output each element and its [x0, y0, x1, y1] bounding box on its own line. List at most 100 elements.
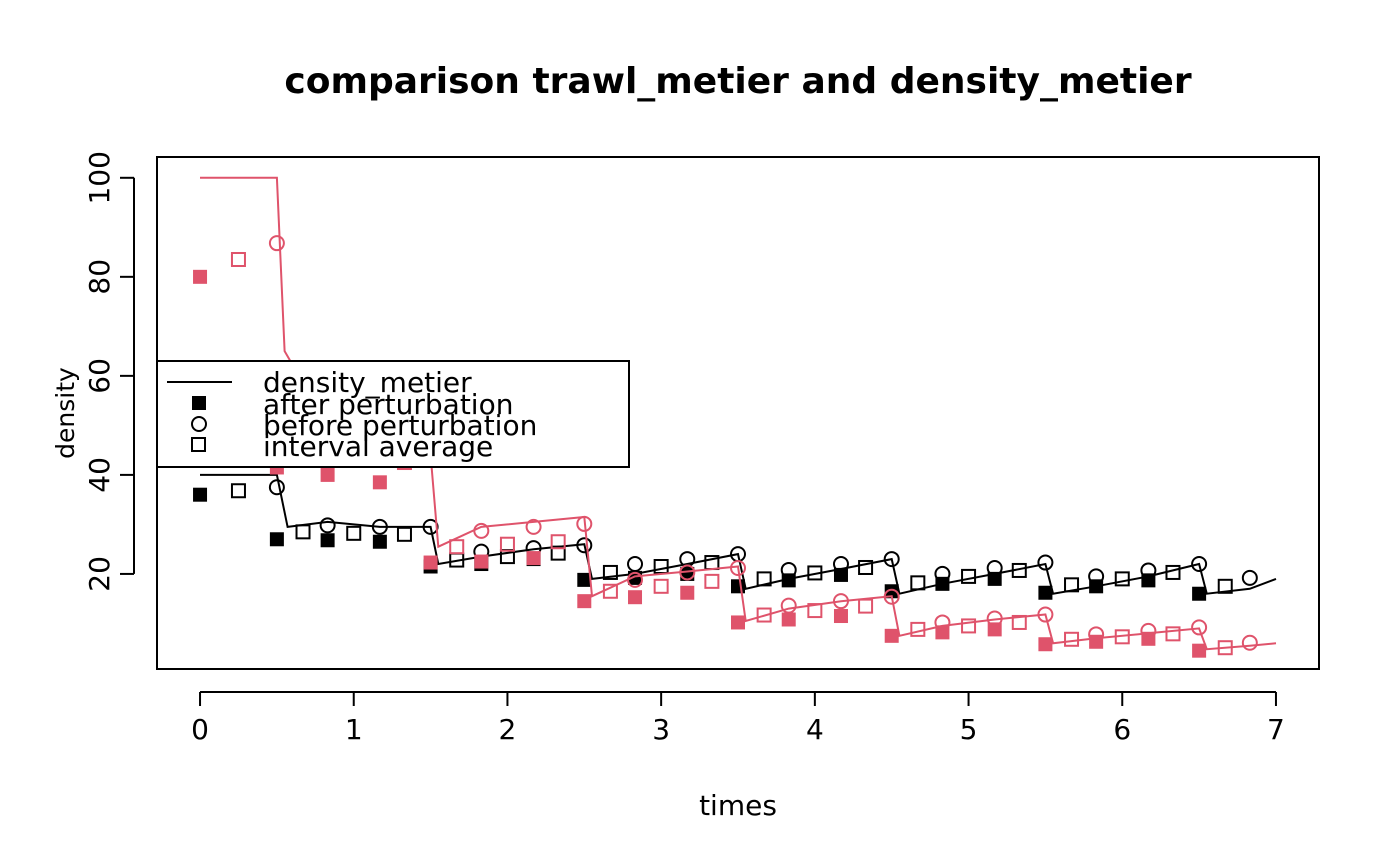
after-point-red: [1038, 637, 1053, 652]
before-point-black: [1191, 556, 1208, 573]
after-point-red: [577, 594, 592, 609]
average-point-red: [910, 621, 926, 637]
average-point-red: [1165, 626, 1181, 642]
legend-label-after-perturbation: after perturbation: [263, 388, 513, 421]
after-point-black: [320, 533, 335, 548]
average-point-black: [1011, 562, 1027, 578]
after-point-black: [1192, 586, 1207, 601]
before-point-red: [473, 522, 490, 539]
after-point-black: [372, 534, 387, 549]
axes-layer: 0 1 2 3 4 5 6 7 20 40 60 80 100: [83, 151, 1320, 746]
before-point-red: [576, 515, 593, 532]
before-point-black: [832, 556, 849, 573]
legend-filled-square-symbol: [192, 396, 206, 410]
average-point-black: [1114, 571, 1130, 587]
after-point-black: [987, 571, 1002, 586]
average-point-red: [653, 578, 669, 594]
legend-label-before-perturbation: before perturbation: [263, 409, 537, 442]
average-point-red: [550, 534, 566, 550]
before-point-black: [780, 561, 797, 578]
after-point-red: [781, 612, 796, 627]
x-tick-label: 4: [806, 713, 824, 746]
average-point-red: [1217, 640, 1233, 656]
before-point-black: [268, 479, 285, 496]
average-point-red: [858, 598, 874, 614]
after-point-red: [884, 628, 899, 643]
after-point-black: [1038, 585, 1053, 600]
x-tick-label: 0: [191, 713, 209, 746]
before-point-black: [1241, 569, 1258, 586]
x-tick-label: 2: [499, 713, 517, 746]
before-point-black: [883, 551, 900, 568]
before-point-red: [1140, 622, 1157, 639]
average-point-red: [1114, 629, 1130, 645]
before-point-red: [627, 571, 644, 588]
before-point-black: [627, 556, 644, 573]
after-point-red: [1192, 643, 1207, 658]
x-tick-label: 5: [960, 713, 978, 746]
average-point-black: [858, 559, 874, 575]
average-point-black: [1064, 577, 1080, 593]
after-point-red: [987, 622, 1002, 637]
legend: density_metier after perturbation before…: [156, 360, 630, 468]
average-point-black: [910, 575, 926, 591]
before-point-red: [934, 614, 951, 631]
after-point-black: [269, 532, 284, 547]
before-point-red: [268, 235, 285, 252]
average-point-black: [602, 564, 618, 580]
average-point-black: [230, 483, 246, 499]
before-point-red: [525, 518, 542, 535]
before-point-black: [576, 537, 593, 554]
average-point-red: [1064, 631, 1080, 647]
after-point-red: [526, 551, 541, 566]
density-line-black: [200, 473, 1277, 595]
before-point-red: [1241, 634, 1258, 651]
before-point-red: [883, 588, 900, 605]
average-point-red: [1011, 614, 1027, 630]
x-tick-label: 1: [345, 713, 363, 746]
average-point-red: [704, 573, 720, 589]
before-point-red: [1037, 606, 1054, 623]
y-tick-label: 20: [83, 556, 116, 592]
after-point-red: [372, 475, 387, 490]
after-point-black: [884, 584, 899, 599]
after-point-red: [833, 609, 848, 624]
average-point-red: [756, 607, 772, 623]
before-point-red: [986, 610, 1003, 627]
average-point-black: [807, 565, 823, 581]
average-point-black: [1217, 578, 1233, 594]
legend-label-density-metier: density_metier: [263, 366, 472, 399]
after-point-red: [680, 585, 695, 600]
legend-open-circle-symbol: [191, 416, 207, 432]
before-point-red: [730, 559, 746, 576]
average-point-red: [961, 618, 977, 634]
average-point-red: [602, 583, 618, 599]
x-tick-label: 7: [1267, 713, 1285, 746]
before-point-black: [1088, 568, 1105, 585]
after-point-red: [628, 590, 643, 605]
average-point-black: [1165, 564, 1181, 580]
average-point-red: [230, 251, 246, 267]
before-point-red: [679, 564, 696, 581]
average-point-black: [346, 525, 362, 541]
after-point-red: [423, 555, 438, 570]
average-point-black: [756, 571, 772, 587]
average-point-black: [550, 545, 566, 561]
after-point-black: [833, 567, 848, 582]
after-point-red: [474, 554, 489, 569]
before-point-black: [319, 517, 336, 534]
legend-label-interval-average: interval average: [263, 430, 493, 463]
y-axis-label: density: [51, 367, 80, 459]
before-point-red: [780, 597, 797, 614]
average-point-red: [499, 536, 515, 552]
chart-title: comparison trawl_metier and density_meti…: [284, 61, 1191, 102]
y-tick-label: 60: [83, 358, 116, 394]
y-tick-label: 40: [83, 457, 116, 493]
after-point-red: [320, 467, 335, 482]
y-tick-label: 100: [83, 151, 116, 204]
average-point-black: [295, 524, 311, 540]
legend-box: [156, 360, 630, 468]
before-point-red: [832, 593, 849, 610]
legend-open-square-symbol: [191, 437, 206, 452]
